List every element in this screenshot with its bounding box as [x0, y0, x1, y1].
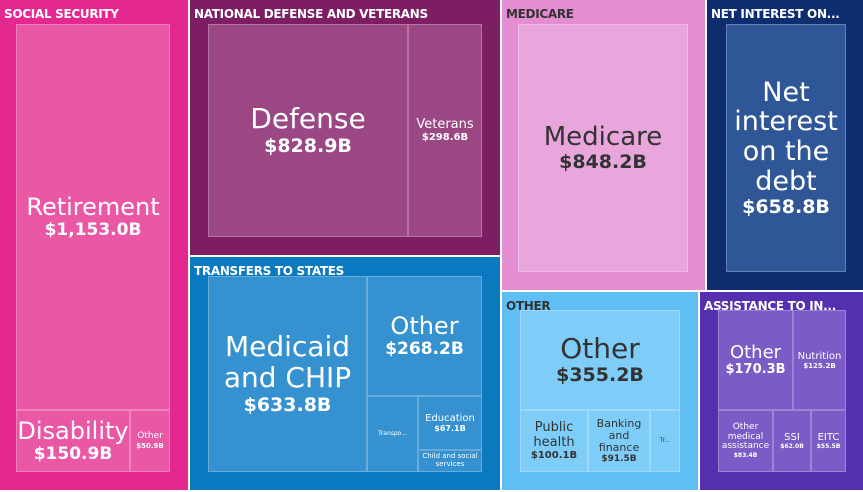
treemap-cell[interactable]: Public health $100.1B: [520, 410, 588, 472]
treemap-cell[interactable]: Medicare $848.2B: [518, 24, 688, 272]
cell-label: SSI: [784, 432, 800, 443]
treemap-cell[interactable]: Transpo...: [367, 396, 418, 472]
cell-label: Medicaid and CHIP: [223, 330, 352, 394]
cell-value: $170.3B: [725, 362, 786, 378]
cell-label: Nutrition: [797, 350, 842, 362]
cell-label: Defense: [250, 102, 366, 136]
cell-label: Other: [729, 341, 782, 363]
cell-value: $67.1B: [434, 424, 466, 433]
cell-label: Veterans: [416, 116, 474, 132]
group-header: MEDICARE: [506, 7, 574, 21]
group-header: NATIONAL DEFENSE AND VETERANS: [194, 7, 428, 21]
treemap-cell[interactable]: Defense $828.9B: [208, 24, 408, 237]
cell-label: EITC: [817, 432, 840, 443]
cell-label: Net interest on the debt: [734, 76, 838, 197]
cell-value: $828.9B: [264, 134, 352, 157]
group-header: ASSISTANCE TO IN...: [704, 299, 836, 313]
group-header: TRANSFERS TO STATES: [194, 264, 344, 278]
cell-value: $125.2B: [803, 361, 836, 370]
group-header: OTHER: [506, 299, 551, 313]
cell-value: $55.5B: [816, 443, 841, 450]
cell-label: Public health: [533, 420, 575, 450]
cell-value: $83.4B: [733, 452, 758, 460]
cell-label: Other: [560, 331, 640, 365]
cell-value: $62.0B: [780, 443, 804, 450]
cell-value: $298.6B: [421, 132, 469, 144]
cell-value: $1,153.0B: [44, 220, 142, 241]
cell-label: Tr...: [659, 436, 671, 444]
treemap-cell[interactable]: SSI $62.0B: [773, 410, 811, 472]
cell-label: Child and social services: [422, 452, 478, 468]
treemap-cell[interactable]: Disability $150.9B: [16, 410, 130, 472]
treemap-cell[interactable]: Banking and finance $91.5B: [588, 410, 650, 472]
cell-label: Disability: [17, 416, 129, 445]
treemap-cell[interactable]: Veterans $298.6B: [408, 24, 482, 237]
cell-label: Other: [390, 311, 459, 340]
group-header: NET INTEREST ON...: [711, 7, 840, 21]
cell-label: Education: [425, 413, 475, 424]
treemap-cell[interactable]: EITC $55.5B: [811, 410, 846, 472]
treemap-cell[interactable]: Medicaid and CHIP $633.8B: [208, 276, 367, 472]
cell-value: $658.8B: [742, 196, 830, 219]
cell-value: $150.9B: [33, 444, 113, 465]
treemap-cell[interactable]: Other $268.2B: [367, 276, 482, 396]
treemap-cell[interactable]: Tr...: [650, 410, 680, 472]
treemap-cell[interactable]: Other $50.9B: [130, 410, 170, 472]
cell-label: Medicare: [543, 121, 663, 152]
treemap-cell[interactable]: Retirement $1,153.0B: [16, 24, 170, 410]
treemap-cell[interactable]: Other $355.2B: [520, 310, 680, 410]
treemap-cell[interactable]: Nutrition $125.2B: [793, 310, 846, 410]
cell-value: $268.2B: [385, 339, 464, 360]
cell-label: Other: [137, 431, 163, 442]
cell-value: $633.8B: [243, 393, 332, 416]
cell-value: $848.2B: [559, 151, 647, 174]
treemap-cell[interactable]: Other $170.3B: [718, 310, 793, 410]
cell-label: Transpo...: [378, 429, 407, 437]
treemap-cell[interactable]: Education $67.1B: [418, 396, 482, 450]
treemap-cell[interactable]: Other medical assistance $83.4B: [718, 410, 773, 472]
cell-label: Other medical assistance: [721, 421, 770, 452]
cell-value: $91.5B: [601, 454, 637, 465]
cell-label: Banking and finance: [596, 416, 642, 455]
cell-value: $50.9B: [136, 441, 164, 450]
cell-value: $100.1B: [530, 449, 578, 461]
cell-value: $355.2B: [556, 364, 644, 387]
treemap-cell[interactable]: Net interest on the debt $658.8B: [726, 24, 846, 272]
cell-label: Retirement: [26, 192, 160, 221]
treemap-cell[interactable]: Child and social services: [418, 450, 482, 472]
group-header: SOCIAL SECURITY: [4, 7, 119, 21]
